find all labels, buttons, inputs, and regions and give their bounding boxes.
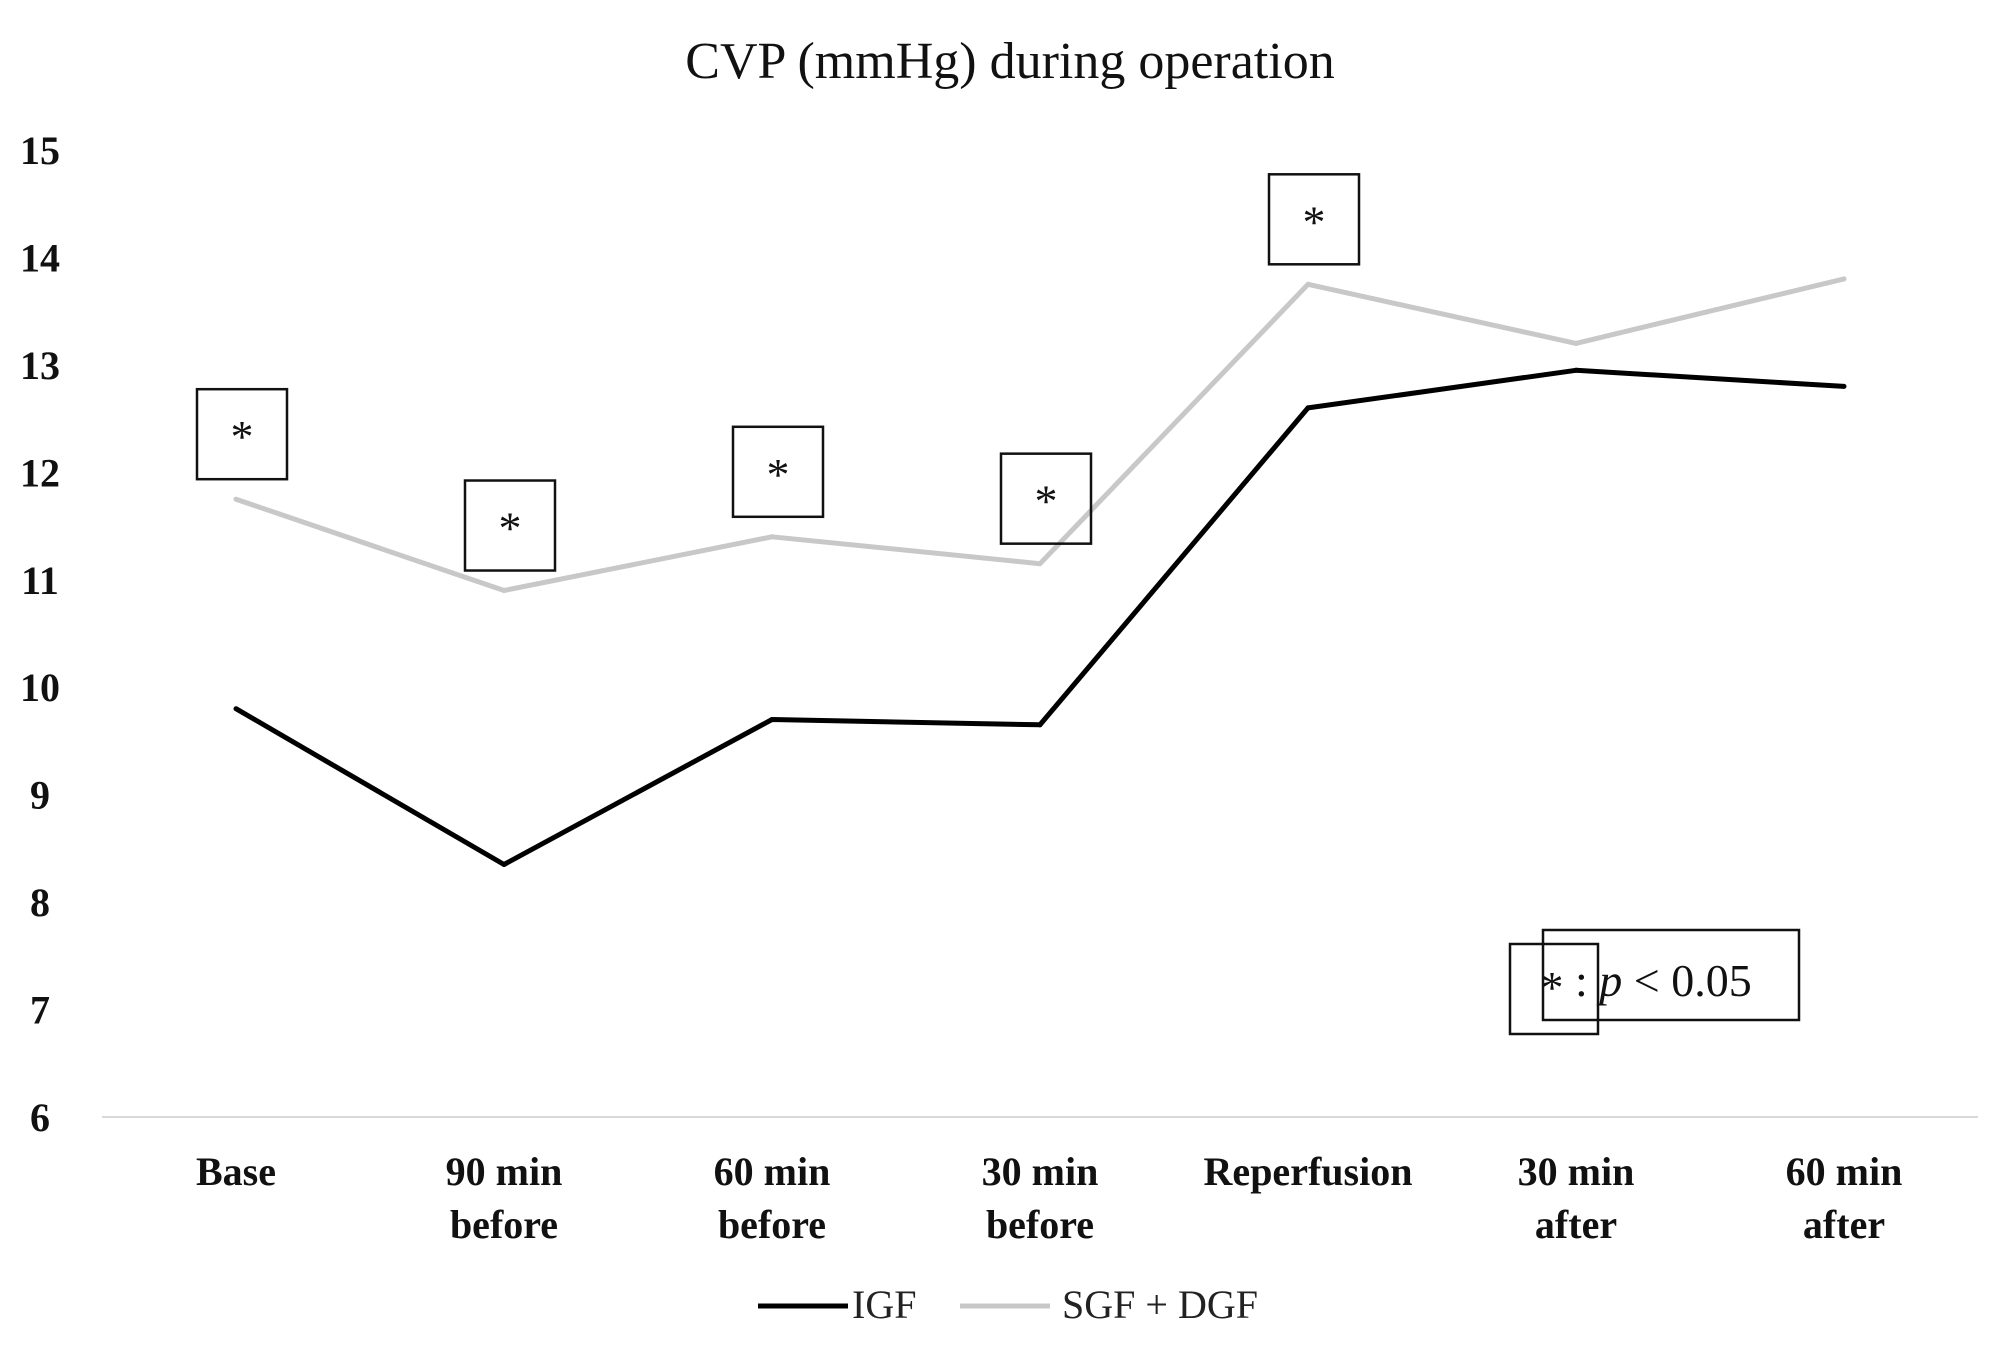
significance-marker: *	[463, 479, 557, 572]
data-point	[233, 706, 239, 712]
y-axis: 15 14 13 12 11 10 9 8 7 6	[20, 128, 60, 1140]
data-point	[1037, 722, 1043, 728]
significance-marker: *	[195, 387, 289, 481]
y-tick-label: 9	[30, 773, 50, 818]
chart-title: CVP (mmHg) during operation	[685, 33, 1334, 90]
significance-box	[999, 452, 1093, 545]
x-tick-label: Base	[196, 1149, 276, 1194]
y-tick-label: 14	[20, 235, 60, 280]
significance-marker: *	[1267, 173, 1361, 266]
data-point	[1037, 561, 1043, 567]
note-text-box	[1541, 928, 1801, 1022]
data-point	[233, 496, 239, 502]
data-point	[769, 534, 775, 540]
x-tick-label: Reperfusion	[1204, 1149, 1413, 1194]
significance-marker: *	[731, 425, 825, 519]
x-tick-label: 60 min	[1786, 1149, 1903, 1194]
note-symbol: *	[1541, 962, 1564, 1013]
data-point	[769, 716, 775, 722]
data-point	[501, 862, 507, 868]
x-tick-label: 60 min	[714, 1149, 831, 1194]
note-p-symbol: p	[1596, 955, 1622, 1006]
legend-label: IGF	[852, 1282, 916, 1327]
note-threshold: < 0.05	[1622, 955, 1751, 1006]
y-tick-label: 12	[20, 450, 60, 495]
y-tick-label: 7	[30, 988, 50, 1033]
data-point	[1305, 405, 1311, 411]
note-separator: :	[1575, 955, 1599, 1006]
y-tick-label: 6	[30, 1095, 50, 1140]
x-tick-label: 30 min	[1518, 1149, 1635, 1194]
data-point	[1841, 383, 1847, 389]
data-point	[501, 588, 507, 594]
legend: IGF SGF + DGF	[758, 1282, 1258, 1327]
series-line-igf	[234, 367, 1845, 867]
legend-item: IGF	[758, 1282, 916, 1327]
y-tick-label: 11	[21, 558, 59, 603]
significance-box	[1267, 173, 1361, 266]
significance-asterisk: *	[1303, 196, 1326, 247]
significance-box	[731, 425, 825, 519]
data-point	[1305, 281, 1311, 287]
data-point	[1841, 276, 1847, 282]
x-tick-label: 30 min	[982, 1149, 1099, 1194]
x-axis: Base 90 min before 60 min before 30 min before…	[196, 1149, 1902, 1247]
legend-label: SGF + DGF	[1062, 1282, 1258, 1327]
significance-marker: *	[999, 452, 1093, 545]
significance-markers: * * * * *	[195, 173, 1361, 572]
significance-asterisk: *	[1035, 476, 1058, 527]
y-tick-label: 8	[30, 880, 50, 925]
data-point	[1573, 340, 1579, 346]
y-tick-label: 15	[20, 128, 60, 173]
significance-box	[463, 479, 557, 572]
significance-asterisk: *	[231, 411, 254, 462]
x-tick-label: before	[450, 1202, 558, 1247]
significance-box	[195, 387, 289, 481]
y-tick-label: 13	[20, 343, 60, 388]
x-tick-label: after	[1803, 1202, 1885, 1247]
x-tick-label: before	[718, 1202, 826, 1247]
note-text: : p < 0.05	[1575, 955, 1752, 1006]
note-symbol-box	[1508, 942, 1600, 1036]
y-tick-label: 10	[20, 665, 60, 710]
x-tick-label: 90 min	[446, 1149, 563, 1194]
data-point	[1573, 367, 1579, 373]
series-layer	[233, 276, 1847, 868]
significance-note: *: p < 0.05	[1508, 928, 1801, 1036]
x-tick-label: after	[1535, 1202, 1617, 1247]
legend-item: SGF + DGF	[960, 1282, 1258, 1327]
significance-asterisk: *	[767, 449, 790, 500]
significance-asterisk: *	[499, 503, 522, 554]
x-tick-label: before	[986, 1202, 1094, 1247]
